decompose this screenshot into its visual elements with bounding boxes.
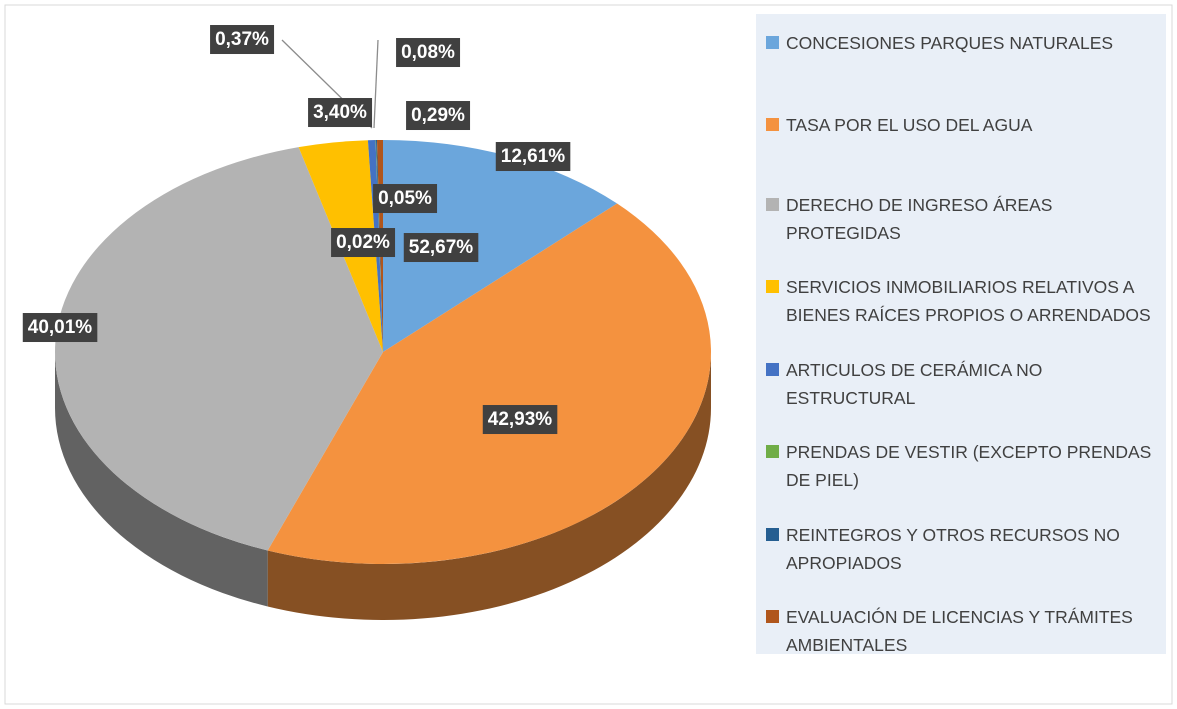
data-label-group: 42,93% <box>482 405 558 435</box>
data-label-box <box>403 233 479 263</box>
legend-item: REINTEGROS Y OTROS RECURSOS NO APROPIADO… <box>766 521 1161 577</box>
legend-label: REINTEGROS Y OTROS RECURSOS NO APROPIADO… <box>786 525 1120 573</box>
data-label-box <box>482 405 558 435</box>
data-label-group: 40,01% <box>22 313 98 343</box>
slice <box>267 203 711 565</box>
legend-item: TASA POR EL USO DEL AGUA <box>766 111 1161 139</box>
data-label: 40,01% <box>28 317 93 338</box>
chart-border <box>4 4 1173 705</box>
data-label: 42,93% <box>488 409 553 430</box>
legend-label: TASA POR EL USO DEL AGUA <box>786 115 1033 135</box>
data-label-box <box>210 25 275 55</box>
data-label: 0,02% <box>336 232 390 253</box>
slice <box>54 147 383 551</box>
data-label-group: 0,29% <box>406 101 471 131</box>
data-label-box <box>308 98 373 128</box>
legend-swatch <box>766 198 779 211</box>
data-label: 12,61% <box>501 146 566 167</box>
slice-side <box>267 352 711 620</box>
data-label: 0,29% <box>411 105 465 126</box>
data-label-box <box>331 228 396 258</box>
legend-label: DERECHO DE INGRESO ÁREAS PROTEGIDAS <box>786 195 1053 243</box>
legend-swatch <box>766 445 779 458</box>
data-label: 0,08% <box>401 42 455 63</box>
data-label-box <box>495 142 571 172</box>
data-label-group: 12,61% <box>495 142 571 172</box>
legend: CONCESIONES PARQUES NATURALES TASA POR EL… <box>756 14 1166 655</box>
data-label-group: 0,08% <box>396 38 461 68</box>
legend-swatch <box>766 36 779 49</box>
legend-item: DERECHO DE INGRESO ÁREAS PROTEGIDAS <box>766 191 1161 247</box>
legend-item: ARTICULOS DE CERÁMICA NO ESTRUCTURAL <box>766 356 1161 412</box>
legend-swatch <box>766 610 779 623</box>
slice <box>383 140 618 352</box>
legend-label: SERVICIOS INMOBILIARIOS RELATIVOS A BIEN… <box>786 277 1151 325</box>
data-label-group: 3,40% <box>308 98 373 128</box>
legend-swatch <box>766 280 779 293</box>
data-label: 0,37% <box>215 29 269 50</box>
legend-label: PRENDAS DE VESTIR (EXCEPTO PRENDAS DE PI… <box>786 442 1152 490</box>
legend-item: CONCESIONES PARQUES NATURALES <box>766 29 1161 57</box>
legend-item: SERVICIOS INMOBILIARIOS RELATIVOS A BIEN… <box>766 273 1161 329</box>
leader-line <box>373 39 379 129</box>
data-label-box <box>406 101 471 131</box>
legend-swatch <box>766 363 779 376</box>
data-label-box <box>373 184 438 214</box>
data-label-box <box>22 313 98 343</box>
legend-swatch <box>766 118 779 131</box>
legend-label: CONCESIONES PARQUES NATURALES <box>786 33 1114 53</box>
data-label-group: 0,05% <box>373 184 438 214</box>
data-label-group: 0,02% <box>331 228 396 258</box>
legend-label: ARTICULOS DE CERÁMICA NO ESTRUCTURAL <box>786 360 1043 408</box>
slice-side <box>55 352 268 607</box>
legend-item: EVALUACIÓN DE LICENCIAS Y TRÁMITES AMBIE… <box>766 603 1161 659</box>
legend-item: PRENDAS DE VESTIR (EXCEPTO PRENDAS DE PI… <box>766 438 1161 494</box>
data-label: 52,67% <box>409 237 474 258</box>
data-label-group: 52,67% <box>403 233 479 263</box>
legend-swatch <box>766 528 779 541</box>
data-label: 3,40% <box>313 102 367 123</box>
data-label-group: 0,37% <box>210 25 275 55</box>
data-label: 0,05% <box>378 188 432 209</box>
data-label-box <box>396 38 461 68</box>
legend-label: EVALUACIÓN DE LICENCIAS Y TRÁMITES AMBIE… <box>786 607 1133 655</box>
